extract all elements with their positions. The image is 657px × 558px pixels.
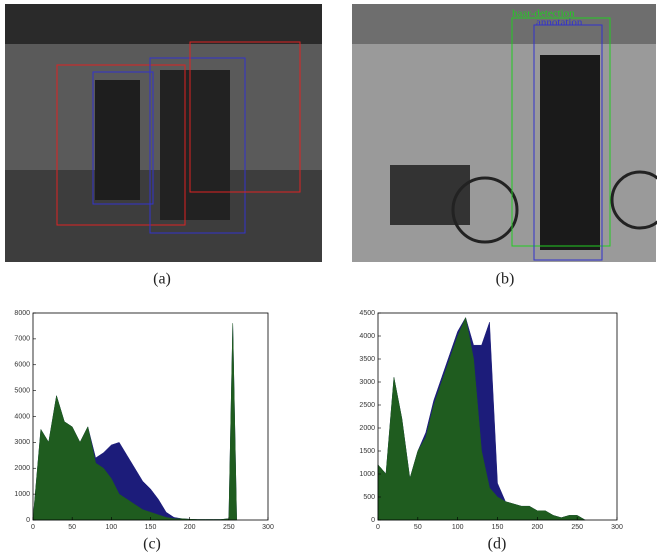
histogram-area (32, 323, 237, 521)
x-tick-label: 150 (492, 524, 504, 531)
panel-label: (a) (153, 271, 171, 288)
y-tick-label: 0 (371, 517, 375, 524)
panel-label: (b) (496, 271, 515, 288)
y-tick-label: 4500 (359, 310, 375, 317)
y-tick-label: 2500 (359, 402, 375, 409)
y-tick-label: 3000 (359, 379, 375, 386)
x-tick-label: 250 (571, 524, 583, 531)
x-tick-label: 300 (262, 524, 274, 531)
histogram-area (377, 316, 587, 521)
x-tick-label: 0 (31, 524, 35, 531)
y-tick-label: 1000 (359, 471, 375, 478)
y-tick-label: 8000 (14, 310, 30, 317)
y-tick-label: 5000 (14, 387, 30, 394)
box (149, 57, 246, 234)
x-tick-label: 0 (376, 524, 380, 531)
y-tick-label: 6000 (14, 362, 30, 369)
y-tick-label: 2000 (359, 425, 375, 432)
photo-b: haar-detection annotation (352, 4, 657, 262)
annotation: annotation (536, 17, 583, 29)
x-tick-label: 50 (68, 524, 76, 531)
y-tick-label: 3500 (359, 356, 375, 363)
wheel (451, 176, 519, 244)
box (56, 64, 186, 226)
wall (352, 4, 656, 44)
y-tick-label: 2000 (14, 465, 30, 472)
x-tick-label: 200 (531, 524, 543, 531)
y-tick-label: 4000 (14, 413, 30, 420)
box (92, 71, 154, 205)
y-tick-label: 0 (26, 517, 30, 524)
panel-label: (c) (143, 536, 161, 553)
x-tick-label: 100 (105, 524, 117, 531)
panel-label: (d) (488, 536, 507, 553)
x-tick-label: 250 (223, 524, 235, 531)
ceiling (5, 4, 322, 44)
wheel (610, 170, 657, 230)
person (95, 80, 140, 200)
person (540, 55, 600, 250)
y-tick-label: 3000 (14, 439, 30, 446)
box (189, 41, 301, 193)
y-tick-label: 4000 (359, 333, 375, 340)
y-tick-label: 1000 (14, 491, 30, 498)
x-tick-label: 100 (452, 524, 464, 531)
y-tick-label: 1500 (359, 448, 375, 455)
y-tick-label: 500 (363, 494, 375, 501)
box (511, 17, 611, 247)
annotation: haar-detection (512, 8, 575, 20)
person (160, 70, 230, 220)
box (533, 24, 603, 261)
x-tick-label: 300 (611, 524, 623, 531)
x-tick-label: 150 (145, 524, 157, 531)
photo-a (5, 4, 322, 262)
y-tick-label: 7000 (14, 336, 30, 343)
x-tick-label: 50 (414, 524, 422, 531)
x-tick-label: 200 (184, 524, 196, 531)
